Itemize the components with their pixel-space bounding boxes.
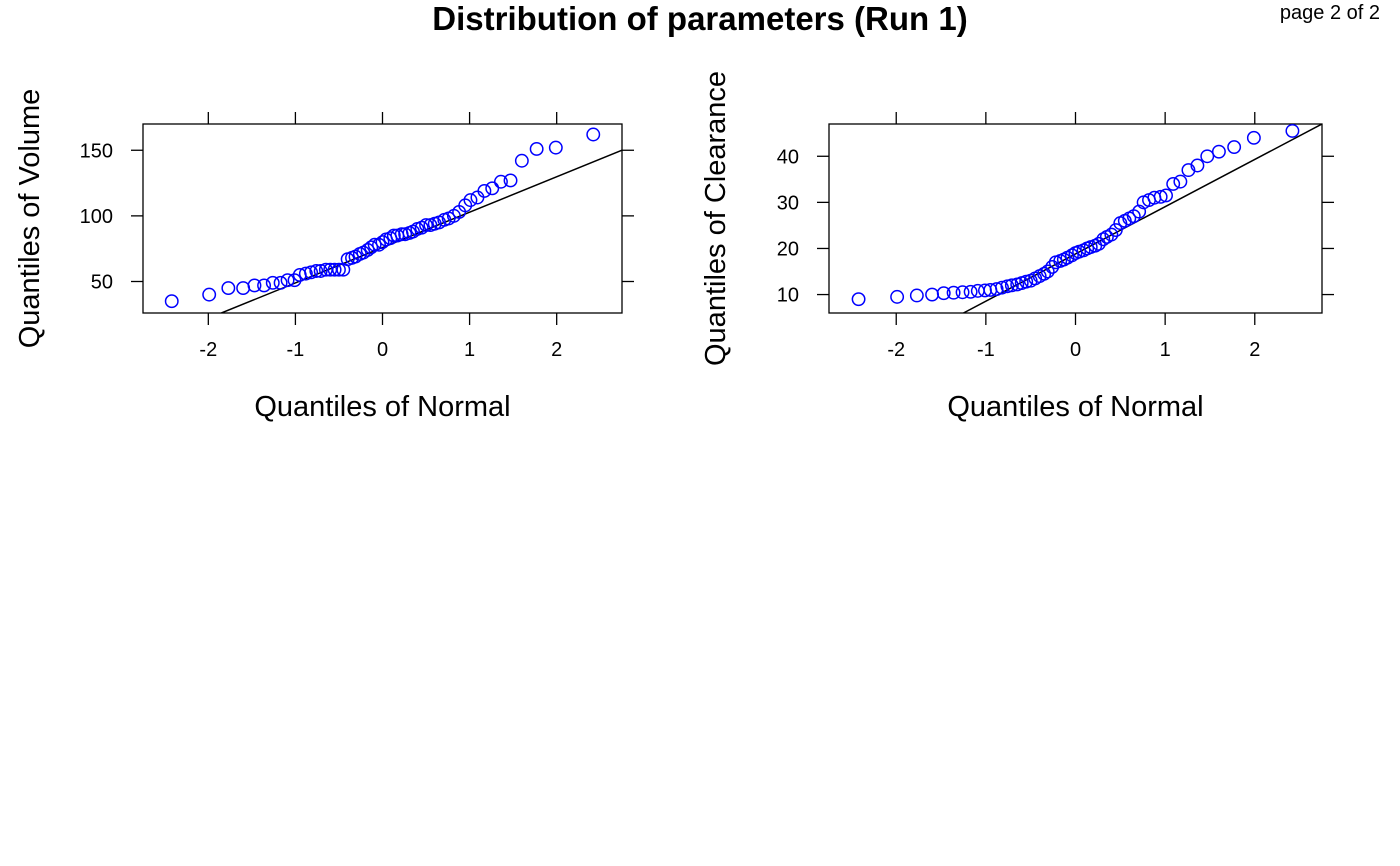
chart-0-data-point bbox=[386, 228, 401, 243]
chart-0-data-point bbox=[313, 264, 328, 278]
chart-0-data-point bbox=[493, 174, 508, 189]
chart-1-data-point bbox=[890, 289, 905, 304]
chart-0-data-point bbox=[470, 190, 485, 205]
chart-1-data-point bbox=[1132, 204, 1147, 219]
chart-1-x-axis-label: Quantiles of Normal bbox=[947, 391, 1203, 423]
chart-0-data-point bbox=[548, 140, 563, 155]
chart-1-data-point bbox=[1096, 232, 1111, 247]
chart-0-data-point bbox=[247, 278, 262, 293]
chart-0-x-axis-label: Quantiles of Normal bbox=[254, 391, 510, 423]
chart-1-data-point bbox=[1153, 189, 1168, 204]
chart-1-data-point bbox=[1040, 264, 1055, 279]
chart-0-data-point bbox=[514, 153, 529, 168]
chart-0-data-point bbox=[529, 141, 544, 156]
chart-0-data-point bbox=[458, 198, 473, 213]
chart-1-data-point bbox=[1246, 130, 1261, 145]
chart-0-y-axis-label: Quantiles of Volume bbox=[14, 89, 46, 349]
chart-1-data-point bbox=[989, 282, 1004, 296]
chart-0-data-point bbox=[364, 240, 379, 255]
chart-1-x-tick-label: 2 bbox=[1249, 339, 1260, 361]
chart-0-data-point bbox=[485, 181, 500, 196]
qq-plot-volume: -2 -1 0 1 2 50 100 150 Quantiles of Normal Quanti… bbox=[14, 89, 634, 423]
chart-1-data-point bbox=[936, 286, 951, 301]
chart-1-x-tick-label: -2 bbox=[887, 339, 905, 361]
chart-0-data-point bbox=[265, 275, 280, 290]
qq-plot-clearance: -2 -1 0 1 2 10 20 30 40 Quantiles of Normal Quanti… bbox=[700, 71, 1334, 423]
chart-1-data-point bbox=[1190, 158, 1205, 173]
chart-1-data-point bbox=[963, 284, 978, 299]
chart-1-data-point bbox=[1004, 278, 1019, 293]
chart-1-data-point bbox=[851, 292, 866, 307]
chart-0-data-point bbox=[375, 235, 390, 250]
chart-0-x-tick-label: -2 bbox=[199, 339, 217, 361]
chart-1-y-tick-label: 30 bbox=[777, 192, 799, 214]
chart-0-data-point bbox=[202, 287, 217, 302]
chart-1-data-point bbox=[1064, 248, 1079, 263]
chart-0-data-point bbox=[372, 237, 386, 252]
chart-1-data-point bbox=[1104, 227, 1119, 242]
chart-1-data-point bbox=[1037, 266, 1052, 281]
chart-0-data-point bbox=[327, 262, 342, 277]
chart-0-data-point bbox=[503, 173, 518, 188]
chart-1-x-tick-label: 0 bbox=[1070, 339, 1081, 361]
chart-0-data-point bbox=[287, 273, 302, 288]
chart-1-data-point bbox=[1159, 188, 1173, 203]
chart-0-x-tick-label: -1 bbox=[287, 339, 305, 361]
chart-1-data-point bbox=[1108, 223, 1123, 237]
chart-0-data-point bbox=[419, 218, 433, 233]
chart-1-data-point bbox=[909, 288, 924, 303]
chart-1-data-point bbox=[1181, 163, 1196, 178]
chart-1-data-point bbox=[955, 285, 970, 300]
chart-0-data-point bbox=[383, 231, 398, 246]
chart-1-x-tick-label: 1 bbox=[1160, 339, 1171, 361]
chart-1-data-point bbox=[1227, 140, 1242, 154]
chart-1-data-point bbox=[1173, 174, 1188, 189]
chart-1-y-tick-label: 20 bbox=[777, 238, 799, 260]
chart-0-data-point bbox=[586, 127, 601, 142]
chart-0-y-tick-label: 150 bbox=[80, 140, 113, 162]
chart-0-y-tick-label: 50 bbox=[91, 272, 113, 294]
chart-0-data-point bbox=[304, 265, 319, 280]
chart-0-data-point bbox=[332, 262, 346, 277]
chart-0-plot-frame bbox=[142, 123, 623, 314]
chart-1-plot-frame bbox=[828, 123, 1323, 314]
chart-1-y-axis-label: Quantiles of Clearance bbox=[700, 71, 732, 366]
chart-1-y-tick-label: 40 bbox=[777, 146, 799, 168]
chart-0-data-point bbox=[164, 294, 179, 309]
chart-0-x-tick-label: 1 bbox=[464, 339, 475, 361]
chart-0-data-point bbox=[360, 243, 375, 257]
chart-0-y-tick-label: 100 bbox=[80, 206, 113, 228]
figure-title: Distribution of parameters (Run 1) bbox=[432, 0, 967, 37]
chart-0-data-point bbox=[298, 266, 313, 281]
chart-1-data-point bbox=[1166, 176, 1181, 191]
chart-1-data-point bbox=[1200, 149, 1215, 164]
chart-1-data-point bbox=[995, 280, 1009, 295]
chart-0-data-point bbox=[463, 193, 478, 208]
chart-1-data-point bbox=[1285, 123, 1300, 138]
chart-1-x-tick-label: -1 bbox=[977, 339, 995, 361]
chart-1-data-point bbox=[1091, 236, 1106, 251]
chart-0-x-tick-label: 2 bbox=[551, 339, 562, 361]
chart-1-data-point bbox=[946, 285, 961, 300]
chart-0-data-point bbox=[309, 264, 324, 278]
chart-0-x-tick-label: 0 bbox=[377, 339, 388, 361]
chart-1-data-point bbox=[925, 287, 940, 302]
chart-0-data-point bbox=[477, 183, 492, 198]
chart-0-data-point bbox=[273, 275, 288, 290]
chart-0-data-point bbox=[257, 278, 272, 293]
chart-1-qq-reference-line bbox=[963, 124, 1322, 313]
chart-0-data-point bbox=[236, 281, 251, 296]
chart-0-data-point bbox=[280, 273, 295, 288]
chart-1-y-tick-label: 10 bbox=[777, 285, 799, 307]
chart-0-data-point bbox=[367, 237, 382, 252]
chart-1-data-point bbox=[1211, 144, 1226, 159]
page-indicator: page 2 of 2 bbox=[1280, 2, 1380, 24]
chart-0-data-point bbox=[221, 281, 236, 296]
